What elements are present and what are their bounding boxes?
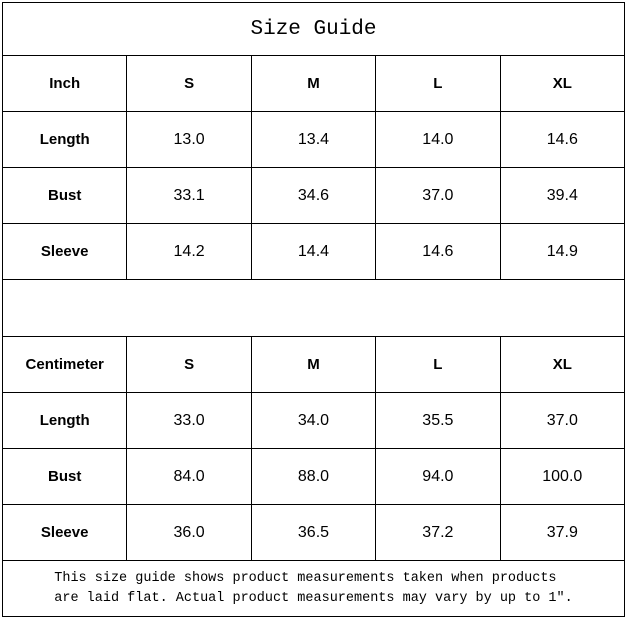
value-cell: 37.2 (375, 504, 501, 561)
value-cell: 14.6 (375, 223, 501, 280)
cm-row-length: Length 33.0 34.0 35.5 37.0 (1, 392, 626, 449)
value-cell: 34.0 (250, 392, 377, 449)
cm-header-s: S (126, 336, 252, 393)
value-cell: 14.4 (250, 223, 377, 280)
value-cell: 100.0 (499, 448, 626, 505)
inch-row-bust: Bust 33.1 34.6 37.0 39.4 (1, 167, 626, 224)
value-cell: 39.4 (499, 167, 626, 224)
cm-header-l: L (375, 336, 501, 393)
inch-header-s: S (126, 55, 252, 112)
footnote-cell: This size guide shows product measuremen… (2, 560, 625, 617)
row-label: Bust (1, 448, 128, 505)
row-label: Bust (1, 167, 128, 224)
value-cell: 37.0 (499, 392, 626, 449)
row-label: Sleeve (1, 223, 128, 280)
value-cell: 14.6 (499, 111, 626, 168)
footnote-text: This size guide shows product measuremen… (54, 569, 572, 608)
inch-header-row: Inch S M L XL (1, 55, 626, 112)
cm-header-xl: XL (499, 336, 626, 393)
value-cell: 14.0 (375, 111, 501, 168)
inch-row-sleeve: Sleeve 14.2 14.4 14.6 14.9 (1, 223, 626, 280)
spacer-cell (2, 279, 625, 337)
inch-header-xl: XL (499, 55, 626, 112)
value-cell: 84.0 (126, 448, 252, 505)
value-cell: 34.6 (250, 167, 377, 224)
cm-row-sleeve: Sleeve 36.0 36.5 37.2 37.9 (1, 504, 626, 561)
value-cell: 37.0 (375, 167, 501, 224)
footnote-line-1: This size guide shows product measuremen… (54, 570, 557, 586)
value-cell: 36.0 (126, 504, 252, 561)
page-title: Size Guide (2, 2, 625, 56)
value-cell: 94.0 (375, 448, 501, 505)
footnote-row: This size guide shows product measuremen… (2, 560, 625, 617)
row-label: Length (1, 111, 128, 168)
inch-row-length: Length 13.0 13.4 14.0 14.6 (1, 111, 626, 168)
row-label: Length (1, 392, 128, 449)
title-row: Size Guide (2, 2, 625, 56)
footnote-line-2: are laid flat. Actual product measuremen… (54, 590, 573, 606)
spacer-row (2, 279, 625, 337)
value-cell: 33.0 (126, 392, 252, 449)
cm-header-row: Centimeter S M L XL (1, 336, 626, 393)
cm-header-m: M (250, 336, 377, 393)
value-cell: 37.9 (499, 504, 626, 561)
cm-row-bust: Bust 84.0 88.0 94.0 100.0 (1, 448, 626, 505)
value-cell: 14.2 (126, 223, 252, 280)
value-cell: 33.1 (126, 167, 252, 224)
cm-header-unit: Centimeter (1, 336, 128, 393)
value-cell: 13.0 (126, 111, 252, 168)
value-cell: 36.5 (250, 504, 377, 561)
value-cell: 13.4 (250, 111, 377, 168)
value-cell: 88.0 (250, 448, 377, 505)
row-label: Sleeve (1, 504, 128, 561)
inch-header-m: M (250, 55, 377, 112)
value-cell: 14.9 (499, 223, 626, 280)
inch-header-unit: Inch (1, 55, 128, 112)
value-cell: 35.5 (375, 392, 501, 449)
inch-header-l: L (375, 55, 501, 112)
